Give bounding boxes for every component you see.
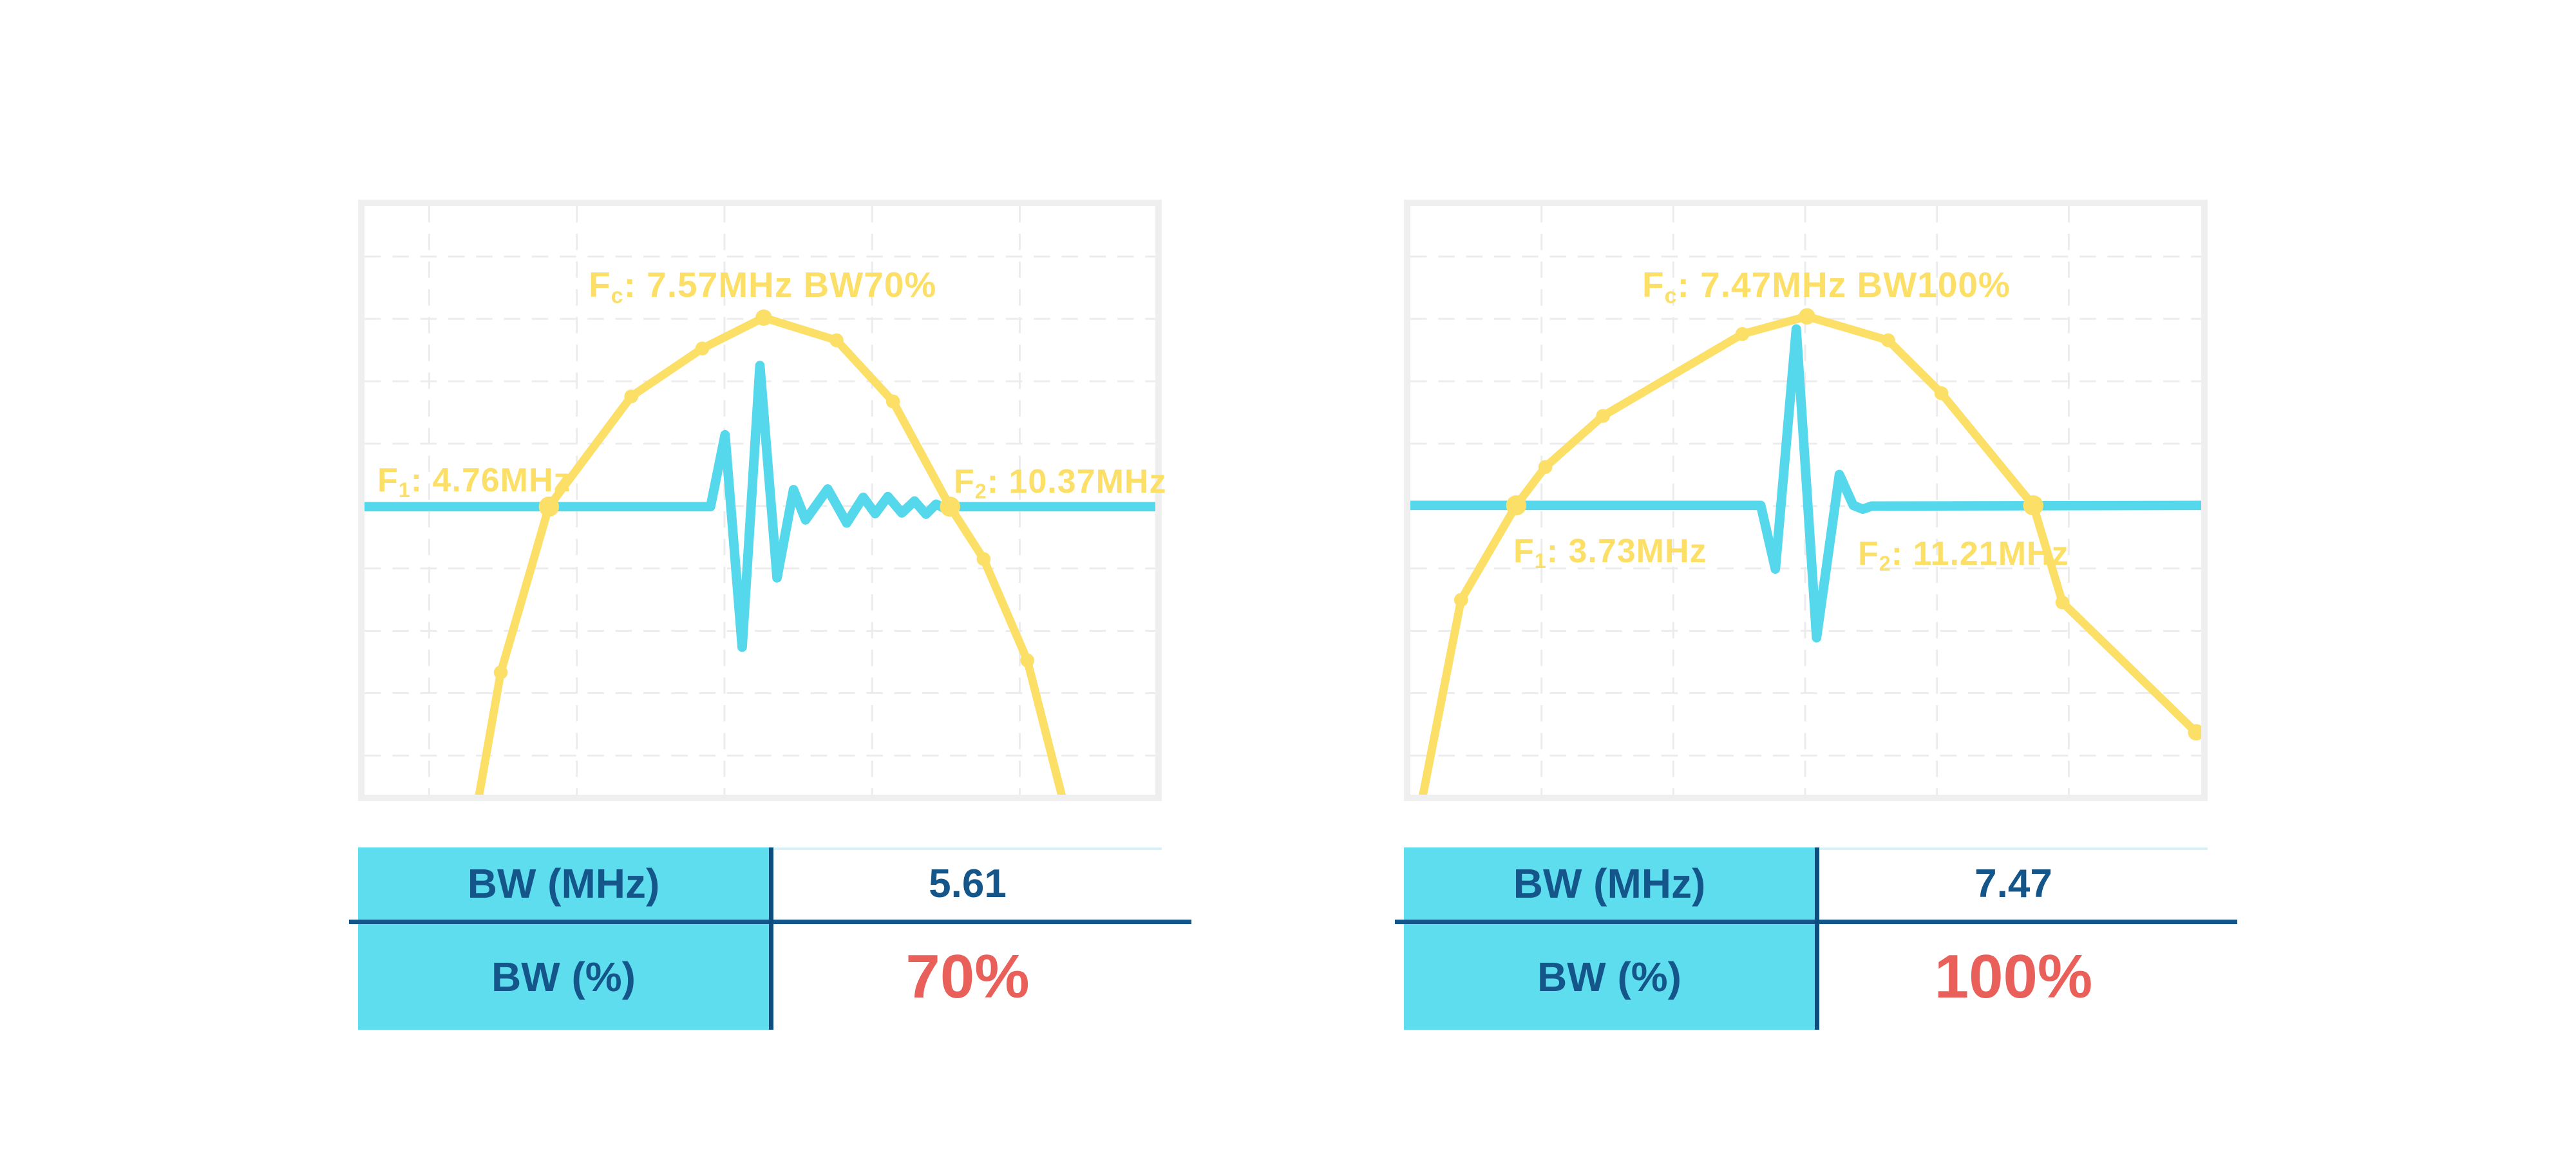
chart-group-bw70: Fc: 7.57MHz BW70% F1: 4.76MHz F2: 10.37M… [349, 200, 1191, 1030]
data-point-marker [538, 497, 560, 517]
data-point-marker [1538, 460, 1553, 474]
fc-annotation-text: : 7.47MHz BW100% [1677, 265, 2011, 305]
data-point-marker [1799, 308, 1815, 325]
table-value-bw-pct: 70% [905, 942, 1030, 1011]
data-point-marker [1934, 386, 1949, 401]
data-point-marker [493, 665, 508, 679]
data-point-marker [755, 309, 772, 326]
f2-annotation: F2: 10.37MHz [954, 463, 1167, 504]
f2-annotation-text: : 10.37MHz [987, 463, 1167, 500]
data-point-marker [1020, 653, 1035, 668]
table-value-bw-mhz: 5.61 [929, 861, 1007, 906]
table-header-column [1404, 847, 1815, 1030]
f1-annotation: F1: 4.76MHz [377, 462, 571, 502]
data-point-marker [1454, 592, 1468, 607]
f2-annotation-sub: 2 [1879, 552, 1891, 576]
f1-annotation-sub: 1 [398, 478, 411, 502]
data-point-marker [2055, 595, 2070, 610]
fc-annotation-sub: c [611, 283, 624, 308]
f1-annotation-sub: 1 [1534, 549, 1547, 573]
data-point-marker [624, 389, 639, 404]
pulse-waveform [1410, 324, 2201, 643]
data-point-marker [1881, 333, 1895, 348]
data-point-marker [2188, 724, 2201, 741]
chart-panel: Fc: 7.47MHz BW100% F1: 3.73MHz F2: 11.21… [1404, 200, 2208, 801]
table-top-border [773, 847, 1162, 850]
pulse-waveform [365, 361, 1155, 652]
data-point-marker [976, 552, 991, 566]
spectrum-curve [1419, 312, 2201, 795]
data-point-marker [2023, 495, 2043, 516]
spectrum-chart-svg [365, 206, 1155, 795]
f2-annotation-text: : 11.21MHz [1891, 535, 2069, 572]
fc-annotation-text: : 7.57MHz BW70% [623, 265, 937, 305]
data-point-marker [886, 394, 900, 409]
data-point-marker [1735, 326, 1750, 341]
f2-annotation-sub: 2 [974, 480, 987, 504]
fc-annotation-sub: c [1664, 283, 1678, 308]
bw-table: BW (MHz) 5.61 BW (%) 70% [349, 847, 1191, 1030]
table-header-column [358, 847, 769, 1030]
spectrum-curve [475, 313, 1066, 795]
bw-table: BW (MHz) 7.47 BW (%) 100% [1395, 847, 2237, 1030]
f1-annotation-base: F [1513, 533, 1535, 570]
chart-group-bw100: Fc: 7.47MHz BW100% F1: 3.73MHz F2: 11.21… [1395, 200, 2237, 1030]
data-point-marker [1506, 495, 1527, 516]
fc-annotation: Fc: 7.47MHz BW100% [1642, 265, 2011, 308]
table-top-border [1819, 847, 2208, 850]
fc-annotation-base: F [589, 265, 611, 305]
table-column-divider [769, 847, 773, 1030]
f1-annotation: F1: 3.73MHz [1513, 533, 1707, 572]
data-point-marker [695, 341, 710, 355]
table-header-bw-pct: BW (%) [1537, 954, 1681, 1000]
table-value-bw-mhz: 7.47 [1975, 861, 2052, 906]
f1-annotation-text: : 4.76MHz [410, 462, 571, 499]
table-header-bw-pct: BW (%) [491, 954, 636, 1000]
f1-annotation-text: : 3.73MHz [1546, 533, 1707, 570]
f2-annotation-base: F [1858, 535, 1879, 572]
fc-annotation-base: F [1642, 265, 1665, 305]
fc-annotation: Fc: 7.57MHz BW70% [589, 265, 936, 308]
data-point-marker [940, 497, 960, 517]
f2-annotation: F2: 11.21MHz [1858, 535, 2069, 576]
f1-annotation-base: F [377, 462, 399, 499]
table-column-divider [1815, 847, 1819, 1030]
data-point-marker [1596, 409, 1610, 423]
f2-annotation-base: F [954, 463, 975, 500]
spectrum-chart-svg [1410, 206, 2201, 795]
table-value-bw-pct: 100% [1934, 942, 2093, 1011]
data-point-marker [829, 333, 844, 348]
table-header-bw-mhz: BW (MHz) [467, 860, 660, 907]
table-header-bw-mhz: BW (MHz) [1513, 860, 1706, 907]
chart-panel: Fc: 7.57MHz BW70% F1: 4.76MHz F2: 10.37M… [358, 200, 1166, 801]
